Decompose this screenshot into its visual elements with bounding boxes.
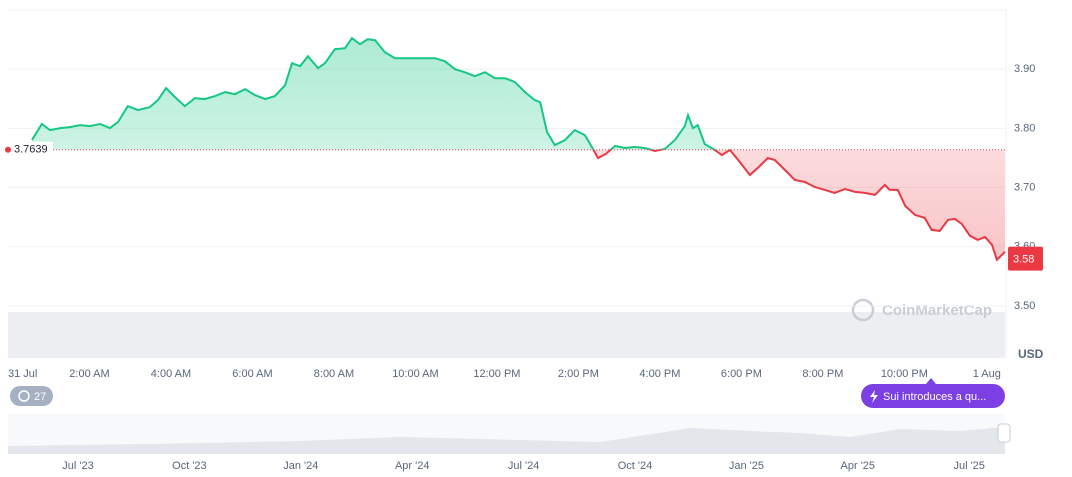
badge-bg	[10, 386, 53, 406]
x-tick-label: 31 Jul	[8, 368, 37, 380]
watermark-text: CoinMarketCap	[882, 302, 992, 319]
x-tick-label: 6:00 AM	[232, 368, 272, 380]
navigator-label: Oct '24	[618, 460, 653, 472]
x-tick-label: 4:00 AM	[151, 368, 191, 380]
plot	[8, 36, 1006, 307]
y-tick-label: 3.80	[1014, 122, 1035, 134]
navigator-label: Jul '24	[508, 460, 539, 472]
navigator-label: Jan '25	[729, 460, 764, 472]
reference-label-bg	[11, 141, 53, 158]
x-tick-label: 2:00 AM	[69, 368, 109, 380]
x-tick-label: 12:00 PM	[473, 368, 520, 380]
currency: USD	[1018, 347, 1044, 361]
navigator-area	[8, 427, 1005, 454]
reference-label: 3.7639	[14, 144, 48, 156]
current-price-badge	[1008, 246, 1043, 271]
y-tick-label: 3.50	[1014, 300, 1035, 312]
x-tick-label: 2:00 PM	[558, 368, 599, 380]
navigator-label: Apr '25	[841, 460, 876, 472]
line-down	[592, 149, 1006, 262]
reference-marker	[5, 146, 11, 153]
area-down	[32, 149, 1005, 260]
x-tick-label: 8:00 AM	[314, 368, 354, 380]
watermark-logo	[851, 298, 875, 322]
line-up	[31, 36, 732, 150]
pill-bg	[861, 384, 1005, 408]
navigator-label: Jul '25	[953, 460, 984, 472]
y-tick-label: 3.90	[1014, 63, 1035, 75]
navigator-label: Oct '23	[172, 460, 207, 472]
x-tick-label: 6:00 PM	[721, 368, 762, 380]
navigator-label: Jul '23	[62, 460, 93, 472]
navigator-label: Jan '24	[283, 460, 318, 472]
event-count: 27	[34, 391, 46, 403]
x-tick-label: 8:00 PM	[802, 368, 843, 380]
history-icon	[18, 390, 30, 402]
volume-area	[8, 312, 1005, 358]
bolt-icon	[870, 390, 878, 403]
navigator-handle[interactable]	[997, 423, 1011, 443]
pill-arrow	[926, 378, 936, 384]
x-tick-label: 1 Aug	[973, 368, 1001, 380]
event-pill[interactable]: Sui introduces a qu...	[861, 378, 1005, 408]
y-tick-label: 3.70	[1014, 181, 1035, 193]
navigator-label: Apr '24	[395, 460, 430, 472]
x-tick-label: 4:00 PM	[639, 368, 680, 380]
event-label: Sui introduces a qu...	[883, 391, 986, 403]
event-count-badge[interactable]: 27	[10, 386, 53, 406]
x-tick-label: 10:00 PM	[881, 368, 928, 380]
x-tick-label: 10:00 AM	[392, 368, 438, 380]
area-up	[32, 38, 715, 150]
navigator	[8, 414, 1011, 454]
current-price-label: 3.58	[1013, 253, 1034, 265]
